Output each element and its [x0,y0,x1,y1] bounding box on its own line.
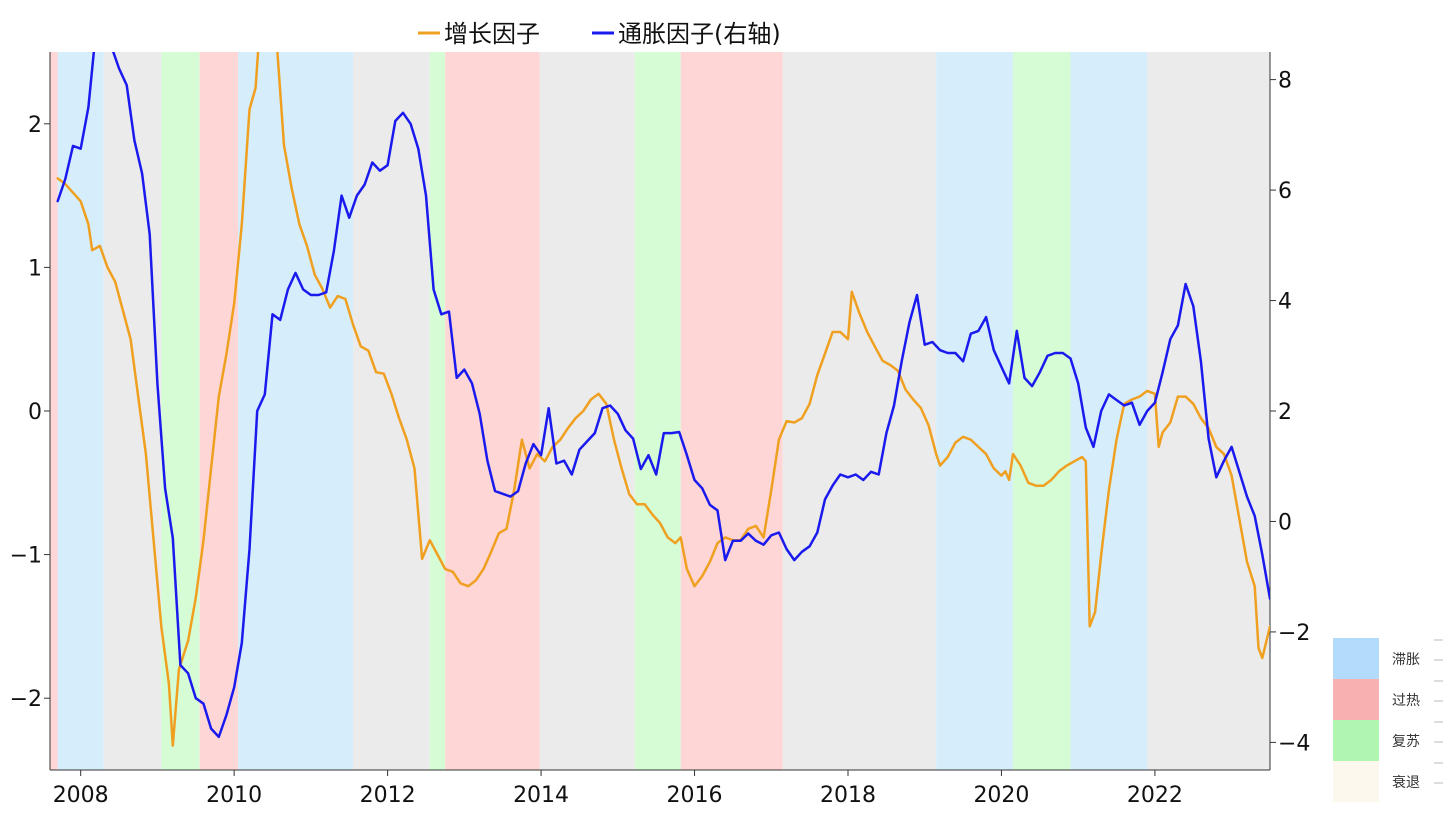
legend-label-growth: 增长因子 [444,20,540,48]
key-label-3: 衰退 [1392,774,1420,791]
x-tick-label-7: 2022 [1127,783,1183,808]
key-label-2: 复苏 [1392,733,1420,750]
regime-bands [50,52,1270,770]
x-tick-label-1: 2010 [206,783,262,808]
y-right-tick-label-0: 8 [1278,69,1292,94]
key-label-1: 过热 [1392,693,1420,709]
x-tick-label-4: 2016 [667,783,723,808]
regime-band-6 [353,52,430,770]
regime-band-13 [936,52,1013,770]
key-label-0: 滞胀 [1392,652,1420,668]
x-tick-label-0: 2008 [53,783,109,808]
x-tick-label-3: 2014 [513,783,569,808]
key-swatch-3 [1333,761,1379,802]
regime-band-1 [57,52,104,770]
legend-label-inflation: 通胀因子(右轴) [618,20,781,48]
y-left-tick-label-3: −1 [10,544,42,569]
y-right-tick-label-2: 4 [1278,290,1292,315]
regime-band-7 [429,52,446,770]
y-left-tick-label-2: 0 [28,400,42,425]
key-swatch-0 [1333,638,1379,679]
regime-band-5 [237,52,354,770]
regime-band-14 [1012,52,1071,770]
series-line-inflation [56,52,1270,739]
y-right-tick-label-3: 2 [1278,400,1292,425]
y-left-tick-label-0: 2 [28,113,42,138]
axes: 2008 2010 2012 2014 2016 2018 2020 2022 2 1 0 −1 −2 8… [10,52,1310,808]
y-right-tick-label-6: −4 [1278,731,1310,756]
regime-band-12 [782,52,937,770]
x-tick-label-2: 2012 [360,783,416,808]
regime-band-11 [680,52,783,770]
regime-band-10 [634,52,681,770]
y-right-tick-label-4: 0 [1278,510,1292,535]
key-swatch-1 [1333,679,1379,720]
regime-band-4 [199,52,238,770]
y-left-tick-label-4: −2 [10,687,42,712]
regime-band-2 [103,52,162,770]
series-lines [56,52,1270,747]
y-right-tick-label-5: −2 [1278,621,1310,646]
x-tick-label-6: 2020 [973,783,1029,808]
y-right-tick-label-1: 6 [1278,179,1292,204]
legend: 增长因子 通胀因子(右轴) [418,20,781,48]
x-tick-label-5: 2018 [820,783,876,808]
series-line-growth [56,52,1270,747]
regime-band-16 [1147,52,1270,770]
y-left-tick-label-1: 1 [28,256,42,281]
key-swatch-2 [1333,720,1379,761]
regime-band-0 [50,52,58,770]
regime-band-8 [445,52,540,770]
regime-band-9 [539,52,635,770]
